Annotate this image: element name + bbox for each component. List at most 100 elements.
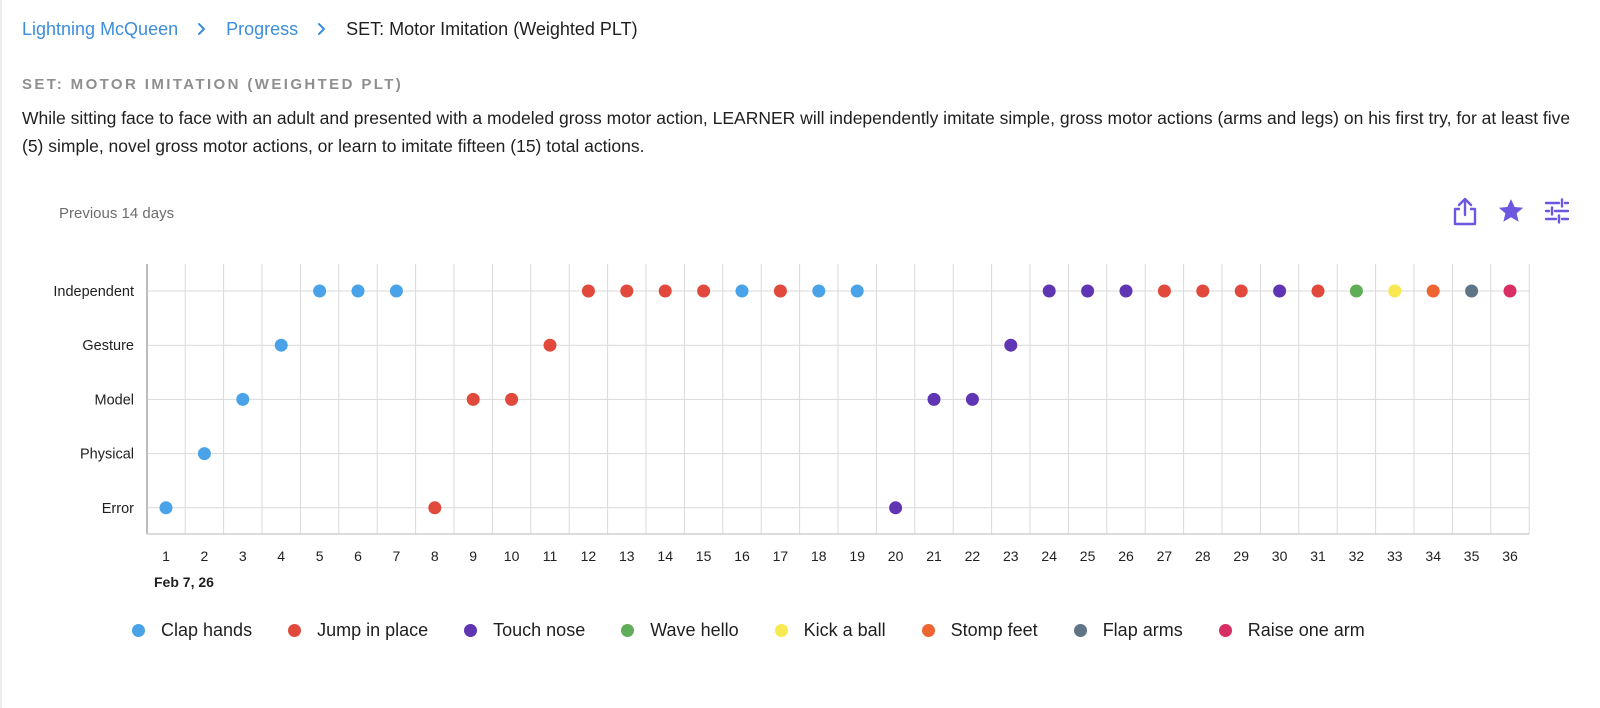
legend-swatch (288, 623, 302, 637)
y-tick-label: Model (95, 392, 135, 408)
data-point[interactable] (159, 501, 173, 515)
x-tick-label: 24 (1041, 548, 1057, 564)
x-tick-label: 27 (1157, 548, 1173, 564)
data-point[interactable] (351, 284, 365, 298)
chart-toolbar (1448, 196, 1574, 230)
share-button[interactable] (1448, 196, 1482, 230)
legend-item[interactable]: Stomp feet (921, 619, 1038, 641)
favorite-button[interactable] (1494, 196, 1528, 230)
x-tick-label: 17 (773, 548, 789, 564)
breadcrumb: Lightning McQueen Progress SET: Motor Im… (22, 16, 638, 42)
x-tick-label: 29 (1233, 548, 1249, 564)
chart-legend: Clap hands Jump in place Touch nose Wave he… (132, 618, 1401, 642)
breadcrumb-learner-link[interactable]: Lightning McQueen (22, 18, 179, 39)
legend-swatch (921, 623, 935, 637)
data-point[interactable] (1465, 284, 1479, 298)
data-point[interactable] (697, 284, 711, 298)
legend-swatch (774, 623, 788, 637)
legend-label: Stomp feet (950, 619, 1038, 640)
data-point[interactable] (428, 501, 442, 515)
x-tick-label: 13 (619, 548, 635, 564)
data-point[interactable] (773, 284, 787, 298)
data-point[interactable] (505, 392, 519, 406)
data-point[interactable] (1042, 284, 1056, 298)
breadcrumb-current: SET: Motor Imitation (Weighted PLT) (346, 18, 638, 39)
legend-item[interactable]: Kick a ball (774, 619, 886, 641)
x-start-date-label: Feb 7, 26 (154, 574, 214, 590)
x-tick-label: 30 (1272, 548, 1288, 564)
data-point[interactable] (543, 338, 557, 352)
data-point[interactable] (620, 284, 634, 298)
data-point[interactable] (389, 284, 403, 298)
data-point[interactable] (1157, 284, 1171, 298)
data-point[interactable] (313, 284, 327, 298)
data-point[interactable] (850, 284, 864, 298)
data-point[interactable] (735, 284, 749, 298)
data-point[interactable] (965, 392, 979, 406)
chart-grid (147, 264, 1530, 534)
legend-label: Jump in place (317, 619, 429, 640)
data-point[interactable] (1081, 284, 1095, 298)
chart-points (159, 284, 1517, 515)
data-point[interactable] (812, 284, 826, 298)
x-tick-label: 26 (1118, 548, 1134, 564)
legend-swatch (621, 623, 635, 637)
y-tick-label: Error (102, 501, 134, 517)
legend-label: Touch nose (493, 619, 586, 640)
data-point[interactable] (274, 338, 288, 352)
data-point[interactable] (1234, 284, 1248, 298)
data-point[interactable] (466, 392, 480, 406)
legend-label: Kick a ball (803, 619, 886, 640)
data-point[interactable] (658, 284, 672, 298)
x-tick-label: 14 (657, 548, 673, 564)
legend-label: Flap arms (1102, 619, 1183, 640)
x-tick-label: 21 (926, 548, 942, 564)
y-tick-label: Independent (53, 284, 134, 300)
data-point[interactable] (581, 284, 595, 298)
filter-button[interactable] (1540, 196, 1574, 230)
data-point[interactable] (1349, 284, 1363, 298)
legend-label: Clap hands (161, 619, 253, 640)
data-point[interactable] (1196, 284, 1210, 298)
x-tick-label: 19 (849, 548, 865, 564)
legend-item[interactable]: Wave hello (621, 620, 739, 641)
data-point[interactable] (1426, 284, 1440, 298)
x-tick-label: 10 (504, 548, 520, 564)
tune-icon (1543, 197, 1571, 230)
legend-item[interactable]: Raise one arm (1218, 619, 1365, 641)
data-point[interactable] (1388, 284, 1402, 298)
data-point[interactable] (1119, 284, 1133, 298)
x-tick-label: 16 (734, 548, 750, 564)
data-point[interactable] (1311, 284, 1325, 298)
x-tick-label: 32 (1349, 548, 1365, 564)
x-tick-label: 7 (393, 548, 401, 564)
y-tick-label: Physical (80, 447, 134, 463)
data-point[interactable] (197, 447, 211, 461)
goal-description: While sitting face to face with an adult… (22, 108, 1571, 156)
data-point[interactable] (927, 392, 941, 406)
data-point[interactable] (1004, 338, 1018, 352)
legend-item[interactable]: Touch nose (464, 620, 585, 641)
x-tick-label: 20 (888, 548, 904, 564)
x-tick-label: 8 (431, 548, 439, 564)
legend-label: Raise one arm (1247, 619, 1365, 640)
data-point[interactable] (1273, 284, 1287, 298)
x-tick-label: 22 (965, 548, 981, 564)
left-divider (0, 0, 2, 708)
legend-swatch (1218, 623, 1232, 637)
data-point[interactable] (236, 392, 250, 406)
x-tick-label: 35 (1464, 548, 1480, 564)
breadcrumb-progress-link[interactable]: Progress (226, 18, 299, 39)
legend-item[interactable]: Flap arms (1073, 619, 1183, 641)
legend-item[interactable]: Jump in place (288, 620, 428, 641)
legend-swatch (132, 623, 145, 637)
data-point[interactable] (1503, 284, 1517, 298)
chevron-right-icon (298, 21, 346, 37)
x-tick-label: 33 (1387, 548, 1403, 564)
legend-item[interactable]: Clap hands (132, 620, 252, 641)
x-tick-label: 11 (543, 548, 558, 564)
data-point[interactable] (889, 501, 903, 515)
